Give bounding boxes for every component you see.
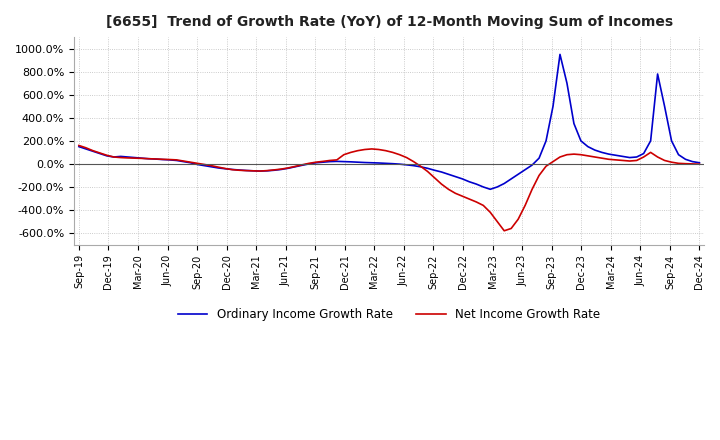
Title: [6655]  Trend of Growth Rate (YoY) of 12-Month Moving Sum of Incomes: [6655] Trend of Growth Rate (YoY) of 12-… (106, 15, 672, 29)
Ordinary Income Growth Rate (556, 52, 564, 57)
Net Income Growth Rate (695, 161, 703, 167)
Line: Ordinary Income Growth Rate: Ordinary Income Growth Rate (79, 55, 699, 189)
Net Income Growth Rate (674, 161, 683, 166)
Ordinary Income Growth Rate (605, 151, 613, 157)
Ordinary Income Growth Rate (618, 154, 627, 159)
Net Income Growth Rate (75, 143, 84, 148)
Net Income Growth Rate (158, 157, 167, 162)
Legend: Ordinary Income Growth Rate, Net Income Growth Rate: Ordinary Income Growth Rate, Net Income … (173, 304, 606, 326)
Net Income Growth Rate (263, 168, 271, 173)
Net Income Growth Rate (514, 216, 523, 222)
Net Income Growth Rate (500, 228, 508, 233)
Ordinary Income Growth Rate (514, 172, 523, 177)
Ordinary Income Growth Rate (263, 168, 271, 173)
Net Income Growth Rate (611, 157, 620, 162)
Line: Net Income Growth Rate: Net Income Growth Rate (79, 146, 699, 231)
Ordinary Income Growth Rate (158, 157, 167, 162)
Net Income Growth Rate (598, 155, 606, 161)
Ordinary Income Growth Rate (681, 157, 690, 162)
Ordinary Income Growth Rate (486, 187, 495, 192)
Ordinary Income Growth Rate (75, 144, 84, 149)
Ordinary Income Growth Rate (695, 160, 703, 165)
